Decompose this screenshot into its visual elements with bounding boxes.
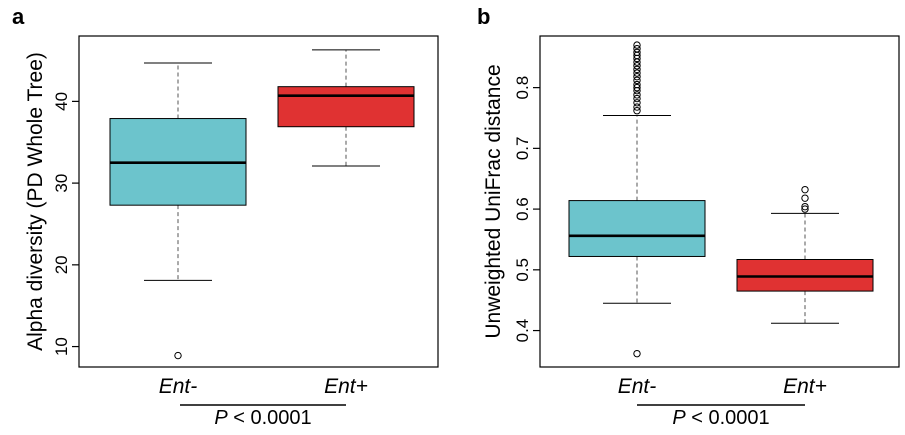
p-value-annotation: P < 0.0001 bbox=[214, 407, 311, 429]
outlier-point bbox=[633, 349, 641, 358]
outlier-point bbox=[633, 65, 641, 74]
outlier-point bbox=[633, 72, 641, 81]
plot-frame bbox=[539, 35, 900, 368]
box-Ent+ bbox=[736, 185, 874, 324]
outlier-point bbox=[801, 194, 809, 202]
panel-letter: b bbox=[477, 4, 490, 29]
outlier-point bbox=[801, 202, 809, 211]
outlier-point bbox=[633, 94, 641, 103]
box-Ent- bbox=[568, 41, 706, 358]
p-value-text: < 0.0001 bbox=[686, 407, 770, 429]
outlier-point bbox=[633, 103, 641, 111]
outlier-point bbox=[633, 76, 641, 85]
outlier-point bbox=[633, 41, 641, 49]
outlier-point bbox=[633, 69, 641, 77]
x-category-label: Ent+ bbox=[324, 375, 368, 398]
y-tick-label: 0.7 bbox=[513, 137, 532, 161]
outlier-point bbox=[633, 107, 641, 115]
outlier-point bbox=[633, 80, 641, 89]
y-tick-label: 0.8 bbox=[513, 76, 532, 100]
y-tick-label: 10 bbox=[52, 337, 71, 356]
y-axis-label: Unweighted UniFrac distance bbox=[482, 64, 505, 338]
outlier-point bbox=[633, 62, 641, 70]
x-category-label: Ent- bbox=[159, 375, 198, 398]
outlier-point bbox=[801, 205, 809, 213]
y-tick-label: 20 bbox=[52, 255, 71, 274]
plot-frame bbox=[78, 35, 439, 368]
x-category-label: Ent- bbox=[618, 375, 657, 398]
outlier-point bbox=[633, 99, 641, 107]
box-Ent+ bbox=[277, 49, 415, 167]
x-category-label: Ent+ bbox=[783, 375, 827, 398]
y-tick-label: 30 bbox=[52, 174, 71, 193]
y-tick-label: 0.6 bbox=[513, 197, 532, 221]
chart-panel-a: a Alpha diversity (PD Whole Tree) 10 20 30 40… bbox=[12, 4, 439, 429]
box-iqr bbox=[568, 200, 706, 257]
p-value-symbol: P bbox=[214, 407, 228, 429]
p-value-symbol: P bbox=[672, 407, 686, 429]
y-axis-label: Alpha diversity (PD Whole Tree) bbox=[24, 52, 47, 351]
chart-panel-b: b Unweighted UniFrac distance 0.4 0.5 0.6 0.7… bbox=[477, 4, 900, 429]
outlier-point bbox=[633, 83, 641, 92]
box-Ent- bbox=[109, 62, 247, 360]
outlier-point bbox=[174, 351, 182, 360]
box-iqr bbox=[277, 86, 415, 128]
outlier-point bbox=[633, 91, 641, 99]
p-value-annotation: P < 0.0001 bbox=[672, 407, 769, 429]
p-value-text: < 0.0001 bbox=[228, 407, 312, 429]
y-tick-label: 40 bbox=[52, 92, 71, 111]
outlier-point bbox=[633, 48, 641, 57]
outlier-point bbox=[633, 45, 641, 53]
outlier-point bbox=[801, 185, 809, 194]
y-tick-label: 0.5 bbox=[513, 258, 532, 282]
y-tick-label: 0.4 bbox=[513, 319, 532, 343]
panel-letter: a bbox=[12, 4, 25, 29]
